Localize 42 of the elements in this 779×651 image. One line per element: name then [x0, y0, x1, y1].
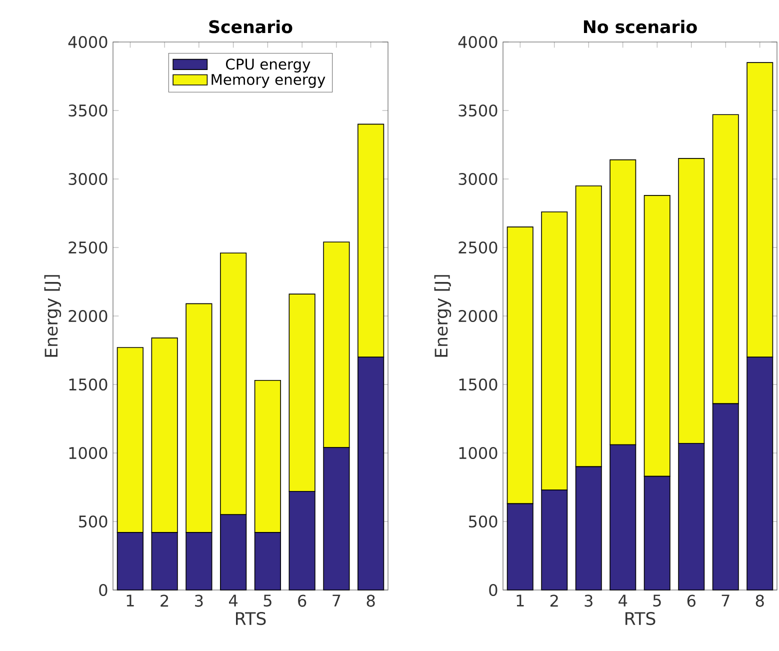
- x-tick-label: 1: [516, 594, 524, 606]
- x-tick-label: 8: [756, 594, 764, 607]
- y-tick-label: 1500: [69, 378, 108, 391]
- x-tick-label: 1: [126, 594, 134, 606]
- x-axis-title: RTS: [236, 612, 266, 626]
- x-tick-label: 4: [229, 594, 238, 606]
- y-tick-label: 1000: [459, 446, 498, 460]
- x-tick-label: 3: [584, 594, 592, 607]
- y-tick-label: 4000: [458, 36, 498, 48]
- y-tick-label: 2000: [458, 310, 498, 322]
- x-tick-label: 4: [618, 594, 628, 606]
- x-tick-label: 8: [366, 594, 375, 607]
- y-tick-label: 500: [468, 515, 498, 528]
- y-tick-label: 0: [99, 584, 108, 596]
- x-tick-label: 5: [653, 594, 661, 607]
- y-tick-label: 3500: [458, 104, 498, 117]
- legend-label: CPU energy: [226, 58, 310, 73]
- y-axis-title: Energy [J]: [434, 275, 452, 357]
- x-tick-label: 3: [195, 594, 203, 607]
- y-tick-label: 1000: [69, 446, 108, 460]
- chart-title: No scenario: [584, 20, 697, 34]
- y-tick-label: 3000: [68, 172, 108, 186]
- x-tick-label: 5: [264, 594, 272, 607]
- x-tick-label: 7: [722, 594, 730, 606]
- chart-title: Scenario: [209, 20, 292, 34]
- x-tick-label: 7: [332, 594, 340, 606]
- y-tick-label: 2500: [68, 241, 108, 254]
- y-tick-label: 3000: [458, 172, 498, 186]
- y-tick-label: 2000: [68, 310, 108, 322]
- y-tick-label: 4000: [68, 36, 108, 48]
- x-axis-title: RTS: [626, 612, 656, 626]
- y-tick-label: 1500: [459, 378, 498, 391]
- y-axis-title: Energy [J]: [44, 275, 62, 357]
- y-tick-label: 500: [78, 515, 108, 528]
- x-tick-label: 6: [687, 594, 696, 607]
- y-tick-label: 2500: [458, 241, 498, 254]
- y-tick-label: 0: [489, 584, 498, 596]
- x-tick-label: 2: [550, 594, 558, 607]
- y-tick-label: 3500: [68, 104, 108, 117]
- x-tick-label: 2: [160, 594, 168, 607]
- x-tick-label: 6: [298, 594, 306, 607]
- legend-label: Memory energy: [212, 74, 326, 88]
